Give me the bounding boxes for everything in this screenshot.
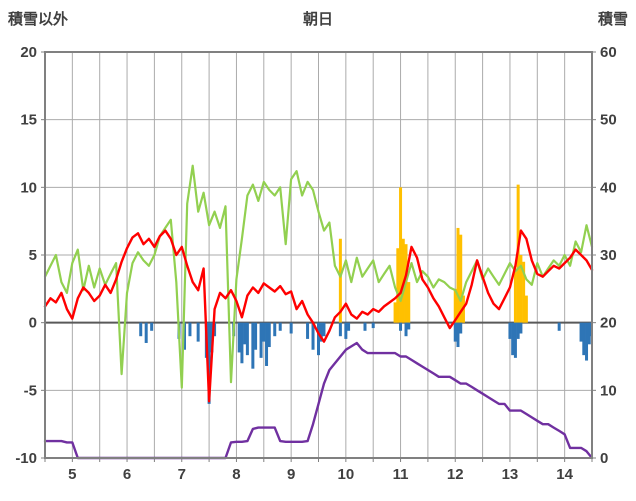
blue-bars-bar bbox=[188, 322, 192, 337]
blue-bars-bar bbox=[519, 322, 523, 334]
orange-bars-bar bbox=[519, 255, 523, 323]
blue-bars-bar bbox=[399, 322, 403, 331]
orange-bars-bar bbox=[407, 282, 411, 323]
orange-bars-bar bbox=[338, 238, 342, 323]
left-axis-tick-label: -5 bbox=[24, 382, 37, 399]
orange-bars-bar bbox=[399, 187, 403, 323]
orange-bars-bar bbox=[456, 227, 460, 323]
blue-bars-bar bbox=[240, 322, 244, 364]
right-axis-tick-label: 20 bbox=[600, 315, 617, 332]
orange-bars-bar bbox=[453, 288, 457, 323]
left-axis-title: 積雪以外 bbox=[8, 11, 69, 28]
x-axis-tick-label: 6 bbox=[123, 466, 131, 483]
blue-bars-bar bbox=[139, 322, 143, 337]
chart-title: 朝日 bbox=[302, 11, 334, 28]
blue-bars-bar bbox=[243, 322, 247, 345]
x-axis-tick-label: 12 bbox=[447, 466, 464, 483]
blue-bars-bar bbox=[589, 322, 592, 337]
blue-bars-bar bbox=[407, 322, 411, 330]
right-axis-tick-label: 30 bbox=[600, 247, 617, 264]
x-axis-tick-label: 9 bbox=[287, 466, 295, 483]
red-line bbox=[43, 229, 594, 403]
right-axis-tick-label: 10 bbox=[600, 382, 617, 399]
blue-bars-bar bbox=[245, 322, 249, 356]
blue-bars-bar bbox=[265, 322, 269, 366]
blue-bars-bar bbox=[237, 322, 241, 353]
blue-bars-bar bbox=[363, 322, 367, 331]
blue-bars-bar bbox=[289, 322, 293, 334]
left-axis-tick-label: 15 bbox=[20, 112, 37, 129]
blue-bars-bar bbox=[513, 322, 517, 358]
x-axis-tick-label: 14 bbox=[556, 466, 573, 483]
orange-bars-bar bbox=[396, 248, 400, 323]
blue-bars-bar bbox=[267, 322, 271, 348]
blue-bars-bar bbox=[371, 322, 375, 329]
left-axis-tick-label: 10 bbox=[20, 179, 37, 196]
blue-bars-bar bbox=[459, 322, 463, 334]
blue-bars-bar bbox=[508, 322, 512, 339]
right-axis-tick-label: 40 bbox=[600, 179, 617, 196]
orange-bars-bar bbox=[522, 261, 526, 323]
blue-bars-bar bbox=[557, 322, 561, 331]
x-axis-tick-label: 11 bbox=[393, 466, 409, 483]
blue-bars-bar bbox=[585, 322, 589, 361]
blue-bars-bar bbox=[251, 322, 255, 369]
blue-bars-bar bbox=[254, 322, 258, 350]
blue-bars-bar bbox=[404, 322, 408, 337]
blue-bars-bar bbox=[582, 322, 586, 356]
right-axis-tick-label: 60 bbox=[600, 44, 617, 61]
orange-bars-bar bbox=[524, 295, 528, 323]
blue-bars-bar bbox=[311, 322, 315, 350]
blue-bars-bar bbox=[259, 322, 263, 358]
blue-bars-bar bbox=[453, 322, 457, 342]
blue-bars-bar bbox=[196, 322, 200, 342]
blue-bars-bar bbox=[516, 322, 520, 339]
blue-bars-bar bbox=[317, 322, 320, 356]
blue-bars-bar bbox=[278, 322, 282, 331]
blue-bars-bar bbox=[344, 322, 348, 339]
x-axis-tick-label: 8 bbox=[232, 466, 240, 483]
left-axis-tick-label: -10 bbox=[15, 450, 37, 467]
blue-bars-bar bbox=[322, 322, 326, 337]
orange-bars-bar bbox=[513, 268, 517, 323]
left-axis-tick-label: 20 bbox=[20, 44, 37, 61]
right-axis-title: 積雪 bbox=[597, 11, 628, 28]
right-axis-tick-label: 50 bbox=[600, 112, 617, 129]
orange-bars-bar bbox=[459, 234, 463, 323]
blue-bars-bar bbox=[456, 322, 460, 348]
blue-bars-bar bbox=[262, 322, 266, 342]
blue-bars-bar bbox=[338, 322, 342, 337]
blue-bars-bar bbox=[347, 322, 351, 331]
x-axis-tick-label: 7 bbox=[178, 466, 186, 483]
blue-bars-bar bbox=[579, 322, 583, 342]
blue-bars-bar bbox=[207, 322, 211, 404]
blue-bars-bar bbox=[182, 322, 186, 350]
green-line bbox=[43, 164, 594, 389]
blue-bars-bar bbox=[144, 322, 148, 343]
right-axis-tick-label: 0 bbox=[600, 450, 608, 467]
x-axis-tick-label: 10 bbox=[338, 466, 355, 483]
x-axis-tick-label: 5 bbox=[68, 466, 76, 483]
blue-bars-bar bbox=[319, 322, 323, 342]
blue-bars-bar bbox=[273, 322, 277, 337]
left-axis-tick-label: 0 bbox=[29, 315, 37, 332]
blue-bars-bar bbox=[306, 322, 310, 339]
orange-bars-bar bbox=[393, 302, 397, 323]
blue-bars-bar bbox=[150, 322, 154, 331]
left-axis-tick-label: 5 bbox=[29, 247, 37, 264]
blue-bars-bar bbox=[511, 322, 515, 356]
x-axis-tick-label: 13 bbox=[502, 466, 519, 483]
